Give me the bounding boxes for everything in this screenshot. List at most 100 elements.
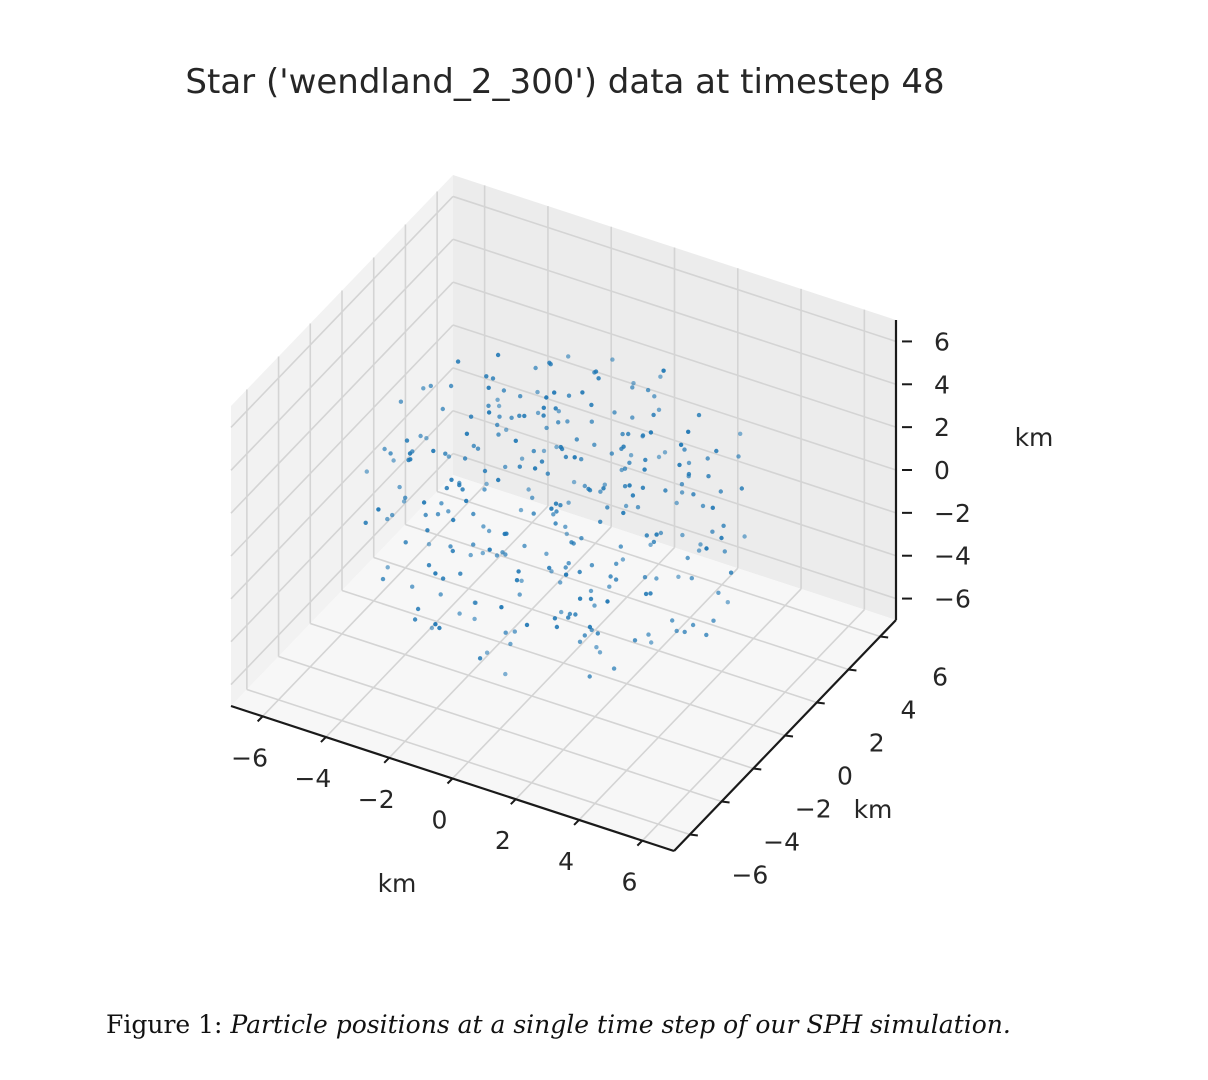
scatter-point [458,571,463,576]
scatter-point [403,540,408,545]
scatter-point [477,656,483,661]
x-tick-label: −2 [358,785,395,814]
scatter-point [484,481,489,487]
scatter-point [628,453,634,458]
scatter-point [380,576,386,582]
scatter-point [680,532,685,538]
scatter-point [679,482,685,487]
scatter-point [661,368,666,373]
scatter-point [552,390,557,395]
scatter-point [718,489,723,494]
scatter-point [601,486,606,491]
x-tick [510,798,517,805]
scatter-point [418,433,423,439]
scatter-point [481,524,486,529]
scatter-point [544,425,549,431]
scatter-point [579,457,584,462]
scatter-point [472,616,477,622]
scatter-point [563,454,569,460]
scatter-points [363,352,747,679]
scatter-point [522,413,527,419]
scatter-point [518,394,523,399]
scatter-point [691,492,696,497]
x-tick-label: 0 [432,806,448,835]
scatter-point [495,397,500,402]
caption-text: Particle positions at a single time step… [230,1010,1011,1039]
scatter-point [549,569,554,574]
x-tick [256,715,264,723]
scatter-point [404,438,410,443]
scatter-point [566,393,572,398]
scatter-point [640,434,645,439]
scatter-point [541,405,546,410]
scatter-point [547,565,552,571]
y-tick-label: −4 [763,828,800,857]
scatter-point [545,471,550,476]
scatter-point [482,487,487,492]
scatter-point [566,500,571,505]
scatter-point [736,454,741,459]
scatter-point [631,381,636,386]
x-axis-label: km [378,869,417,898]
scatter-point [635,505,641,510]
scatter-point [619,467,624,473]
scatter-point [551,512,556,517]
scatter-point [421,500,427,505]
scatter-point [704,632,709,638]
scatter-point [648,591,653,596]
x-tick [636,839,644,847]
gridline-z-back [230,238,454,471]
scatter-point [433,622,438,627]
scatter-point [686,474,691,479]
scatter-point [577,596,583,601]
scatter-point [558,503,563,508]
scatter-point [438,592,443,597]
scatter-point [602,482,607,487]
x-tick-label: 6 [621,868,637,897]
scatter-point [651,412,656,418]
z-tick-label: −6 [934,585,971,614]
scatter-point [553,501,559,506]
scatter-point [440,406,445,412]
y-tick [880,635,889,639]
scatter-point [424,436,429,441]
z-tick-label: 6 [934,327,950,356]
scatter-point [595,631,600,636]
scatter-point [571,541,576,546]
scatter-point [566,561,571,566]
scatter-point [643,457,648,463]
scatter-point [547,360,552,365]
scatter-point [552,616,558,621]
scatter-point [512,629,517,634]
scatter-point [627,483,632,488]
scatter-point [475,446,481,451]
scatter-point [587,488,593,493]
scatter-point [566,354,571,359]
gridline-z-back [230,410,454,643]
scatter-point [556,420,561,425]
scatter-point [598,489,603,494]
scatter-point [686,429,691,434]
scatter-point [594,645,599,650]
scatter-point [612,410,617,415]
y-tick [721,800,730,804]
scatter-point [471,511,476,517]
scatter-point [516,569,521,574]
scatter-point [457,482,462,488]
scatter-point [509,415,514,420]
scatter-point [605,599,610,604]
scatter-point [627,460,632,465]
scatter-point [605,505,610,510]
scatter-point [408,457,413,462]
scatter-point [501,388,507,393]
gridline-z-side [452,367,897,514]
chart-title: Star ('wendland_2_300') data at timestep… [185,62,945,102]
scatter-point [508,641,513,647]
scatter-point [486,410,492,415]
scatter-point [589,563,595,568]
scatter-point [526,487,531,492]
gridline-z-back [230,324,454,557]
scatter-point [486,385,491,390]
scatter-point [554,509,559,514]
